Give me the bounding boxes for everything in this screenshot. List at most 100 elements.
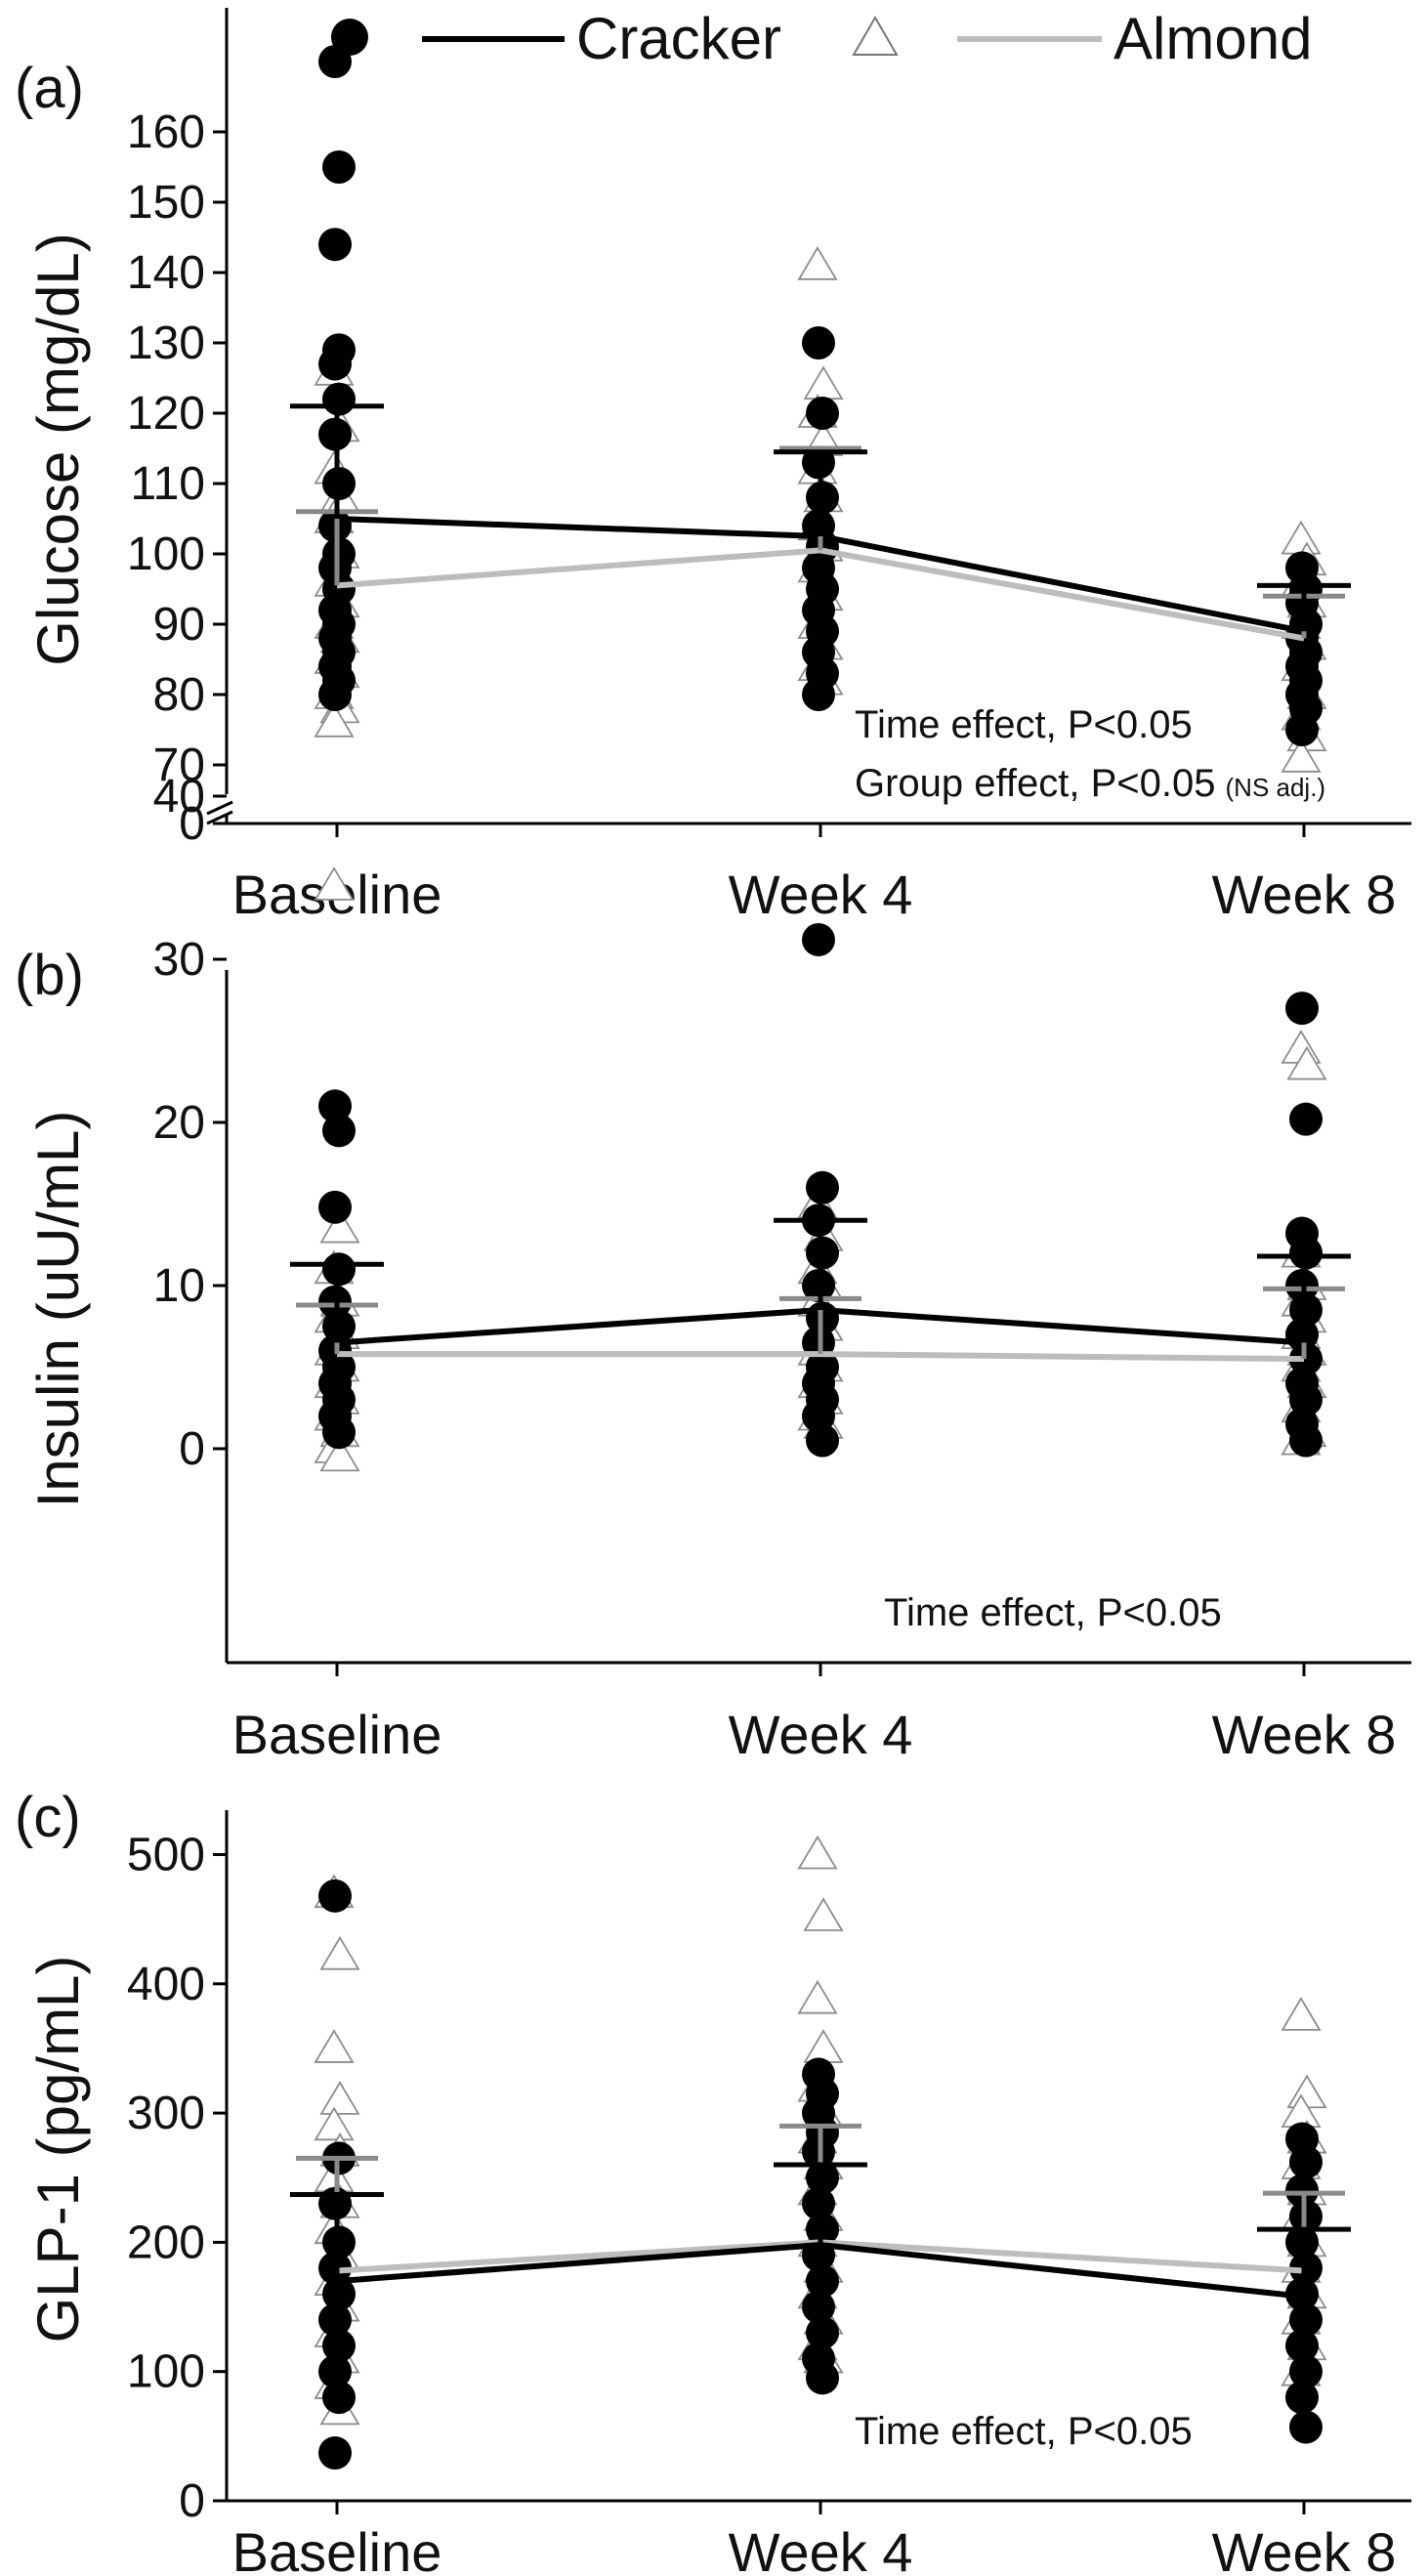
- panel-label: (a): [15, 57, 84, 120]
- y-tick-label: 100: [127, 528, 205, 580]
- cracker-point: [806, 397, 839, 430]
- cracker-point: [802, 922, 835, 956]
- cracker-point: [806, 1423, 839, 1457]
- cracker-point: [1289, 1382, 1323, 1416]
- cracker-point: [318, 347, 352, 381]
- y-tick-label: 30: [153, 934, 205, 986]
- x-tick-label: Baseline: [232, 1704, 442, 1765]
- cracker-point: [802, 1399, 835, 1433]
- cracker-point: [1289, 2145, 1323, 2179]
- x-tick-label: Week 8: [1212, 2521, 1397, 2576]
- x-tick-label: Week 4: [729, 864, 913, 925]
- almond-point: [803, 365, 844, 401]
- x-tick-label: Baseline: [232, 2521, 442, 2576]
- panel-label: (b): [15, 944, 84, 1007]
- almond-point: [319, 1437, 360, 1472]
- legend-cracker-label: Cracker: [576, 6, 781, 71]
- cracker-point: [318, 2436, 352, 2470]
- stat-annotation: Time effect, P<0.05: [855, 703, 1193, 746]
- almond-point: [803, 1897, 844, 1931]
- cracker-point: [318, 1190, 352, 1224]
- cracker-point: [318, 678, 352, 711]
- cracker-point: [1289, 1236, 1323, 1270]
- x-tick-label: Week 4: [729, 1704, 913, 1765]
- y-tick-label: 80: [153, 669, 205, 721]
- cracker-point: [1285, 992, 1319, 1026]
- y-tick-label: 300: [127, 2088, 205, 2139]
- cracker-point: [1289, 1423, 1323, 1457]
- x-tick-label: Week 8: [1212, 1704, 1397, 1765]
- y-axis-title: GLP-1 (pg/mL): [25, 1956, 91, 2344]
- y-axis-title: Insulin (uU/mL): [25, 1111, 91, 1508]
- cracker-point: [1289, 1102, 1323, 1136]
- y-tick-label: 160: [127, 106, 205, 158]
- stat-annotation: Time effect, P<0.05: [855, 2410, 1193, 2453]
- cracker-point: [318, 228, 352, 262]
- cracker-point: [322, 1415, 356, 1450]
- axis-break-mark: [206, 810, 233, 825]
- y-tick-label: 40: [153, 771, 205, 823]
- almond-point: [797, 1835, 838, 1870]
- stat-annotation-note: (NS adj.): [1226, 773, 1326, 802]
- almond-point: [1281, 1997, 1322, 2031]
- almond-point: [1286, 2074, 1327, 2109]
- y-tick-label: 90: [153, 599, 205, 651]
- y-tick-label: 130: [127, 317, 205, 369]
- y-tick-label: 120: [127, 388, 205, 440]
- cracker-point: [322, 2329, 356, 2363]
- cracker-point: [1285, 2174, 1319, 2208]
- y-tick-label: 0: [179, 2475, 205, 2527]
- cracker-point: [802, 678, 835, 711]
- x-tick-label: Week 4: [729, 2521, 913, 2576]
- y-tick-label: 150: [127, 177, 205, 229]
- almond-point: [314, 866, 355, 901]
- panel-a: (a)0708090100110120130140150160BaselineW…: [15, 8, 1411, 925]
- cracker-point: [802, 326, 835, 359]
- y-tick-label: 140: [127, 247, 205, 299]
- legend-almond-marker: [852, 16, 899, 56]
- almond-point: [314, 2029, 355, 2063]
- axis-break-mark: [206, 800, 233, 816]
- almond-point: [314, 2106, 355, 2141]
- y-tick-label: 100: [127, 2346, 205, 2398]
- y-tick-label: 20: [153, 1097, 205, 1149]
- panel-c: (c) 0 100 200 300 400 500 Baseline Week 4 Week 8 G…: [15, 1786, 1411, 2576]
- almond-point: [797, 246, 838, 280]
- cracker-point: [806, 2316, 839, 2350]
- cracker-point: [806, 1170, 839, 1204]
- legend-almond-label: Almond: [1113, 6, 1312, 71]
- cracker-point: [1289, 2302, 1323, 2337]
- almond-point: [797, 1979, 838, 2014]
- almond-point: [1281, 739, 1322, 773]
- almond-point: [1281, 520, 1322, 555]
- cracker-point: [322, 2277, 356, 2311]
- y-axis-title: Glucose (mg/dL): [25, 232, 91, 666]
- legend: Cracker Almond: [331, 6, 1312, 71]
- cracker-point: [1285, 2329, 1319, 2363]
- cracker-point: [318, 2302, 352, 2337]
- cracker-point: [806, 2361, 839, 2395]
- panel-label: (c): [15, 1786, 81, 1849]
- y-tick-label: 10: [153, 1260, 205, 1312]
- y-tick-label: 200: [127, 2217, 205, 2268]
- y-tick-label: 70: [153, 739, 205, 791]
- almond-point: [319, 2081, 360, 2115]
- almond-point: [1286, 1045, 1327, 1080]
- y-tick-label: 400: [127, 1959, 205, 2010]
- panel-b: (b) 0 10 20 30 40 Baseline Week 4 Week 8 Insulin …: [15, 771, 1411, 1765]
- cracker-point: [318, 1089, 352, 1123]
- almond-point: [319, 1208, 360, 1244]
- cracker-point: [806, 2264, 839, 2299]
- almond-point: [314, 703, 355, 738]
- cracker-point: [1289, 2354, 1323, 2388]
- cracker-point: [318, 1879, 352, 1913]
- y-tick-label: 0: [179, 1423, 205, 1475]
- cracker-point: [1289, 2410, 1323, 2444]
- cracker-point: [802, 2290, 835, 2324]
- cracker-point: [322, 2381, 356, 2415]
- y-tick-label: 0: [179, 798, 205, 850]
- cracker-point: [322, 1114, 356, 1148]
- almond-point: [319, 1935, 360, 1970]
- cracker-point: [1285, 2381, 1319, 2415]
